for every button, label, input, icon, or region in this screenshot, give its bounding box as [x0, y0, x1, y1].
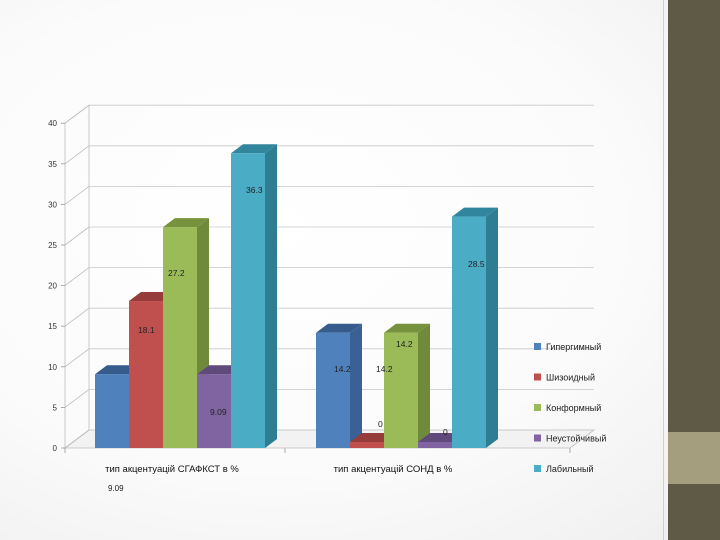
data-label: 9.09	[210, 407, 227, 417]
bar	[384, 332, 418, 448]
y-tick-label: 30	[48, 200, 57, 209]
y-tick-label: 20	[48, 282, 57, 291]
x-category-label: тип акцентуацій СОНД в %	[334, 464, 453, 475]
bar-top	[231, 144, 277, 154]
bar-top	[316, 323, 362, 333]
gridline-side	[64, 429, 90, 449]
bar-top	[384, 323, 430, 333]
gridline-side	[64, 267, 90, 286]
bar	[350, 442, 384, 448]
data-label: 28.5	[468, 259, 485, 269]
stray-value-label: 9.09	[108, 484, 124, 493]
bar-side	[418, 323, 430, 448]
legend-swatch	[534, 404, 541, 411]
data-label: 27.2	[168, 268, 185, 278]
legend-label: Гипергимный	[546, 342, 601, 352]
y-tick-label: 40	[48, 119, 57, 128]
bar	[231, 153, 265, 448]
y-tick-label: 10	[48, 363, 57, 372]
bar	[95, 374, 129, 448]
bar	[197, 374, 231, 448]
legend-swatch	[534, 465, 541, 472]
side-decorative-block	[668, 432, 720, 484]
x-category-label: тип акцентуацій СГАФКСТ в %	[105, 464, 239, 475]
data-label: 0	[443, 427, 448, 437]
gridline-side	[64, 348, 90, 368]
gridline-side	[64, 226, 90, 246]
bar	[418, 442, 452, 448]
gridline-side	[64, 186, 90, 205]
legend-swatch	[534, 373, 541, 381]
data-label: 18.1	[138, 325, 155, 335]
bar	[316, 332, 350, 448]
data-label: 0	[378, 419, 383, 429]
bar-side	[350, 323, 362, 448]
y-tick-label: 35	[48, 160, 57, 169]
y-tick-label: 5	[53, 403, 58, 412]
legend-label: Лабильный	[546, 464, 594, 474]
gridline-side	[64, 104, 90, 124]
bar-top	[452, 207, 498, 217]
legend-swatch	[534, 343, 541, 350]
data-label-extra: 14.2	[334, 364, 351, 374]
gridline-side	[64, 145, 90, 165]
bar-side	[486, 207, 498, 448]
bar-top	[163, 218, 209, 228]
y-tick-label: 15	[48, 322, 57, 331]
bar-side	[265, 144, 277, 448]
legend-swatch	[534, 434, 541, 442]
bar	[163, 227, 197, 448]
legend-label: Конформный	[546, 403, 601, 413]
data-label: 36.3	[246, 185, 263, 195]
bar	[129, 301, 163, 448]
data-label: 14.2	[396, 339, 413, 349]
gridline-side	[64, 307, 90, 327]
legend-label: Шизоидный	[546, 373, 595, 383]
y-tick-label: 25	[48, 241, 57, 250]
side-divider-line	[663, 0, 664, 540]
y-tick-label: 0	[53, 444, 58, 453]
bar	[452, 216, 486, 448]
legend-label: Неустойчивый	[546, 434, 606, 444]
gridline-side	[64, 389, 90, 408]
data-label: 14.2	[376, 364, 393, 374]
